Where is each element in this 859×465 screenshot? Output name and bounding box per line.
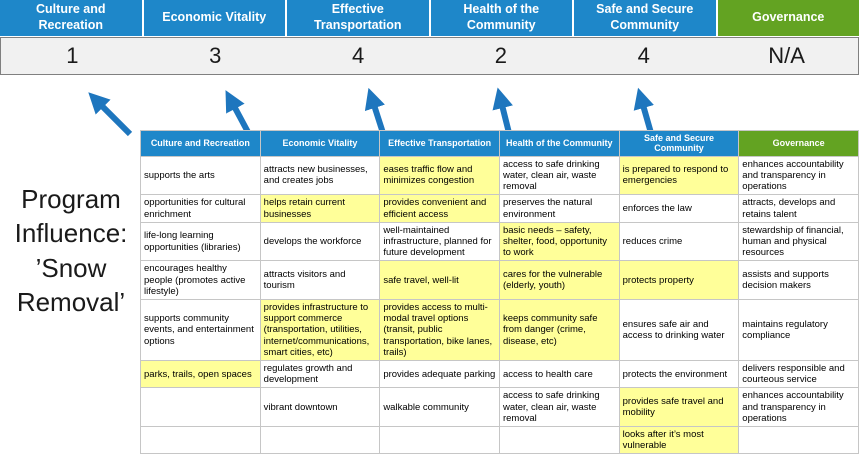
table-cell: regulates growth and development <box>259 359 381 389</box>
table-column-header: Health of the Community <box>498 130 620 157</box>
table-row: life-long learning opportunities (librar… <box>140 221 859 262</box>
table-cell: attracts new businesses, and creates job… <box>259 155 381 196</box>
table-cell: enhances accountability and transparency… <box>738 155 859 196</box>
up-arrow <box>492 87 513 134</box>
table-cell: maintains regulatory compliance <box>738 298 859 361</box>
table-cell: basic needs – safety, shelter, food, opp… <box>498 221 620 262</box>
table-cell: encourages healthy people (promotes acti… <box>140 260 261 300</box>
table-cell: safe travel, well-lit <box>379 260 500 300</box>
category-header: Effective Transportation <box>287 0 429 36</box>
table-cell: attracts, develops and retains talent <box>738 194 859 223</box>
table-cell: vibrant downtown <box>259 387 381 427</box>
table-cell: provides adequate parking <box>379 359 500 389</box>
table-cell <box>379 425 500 455</box>
table-row: supports the arts attracts new businesses… <box>140 155 859 196</box>
table-cell: is prepared to respond to emergencies <box>618 155 740 196</box>
page-title: Program Influence: ’Snow Removal’ <box>14 184 128 317</box>
table-column-header: Economic Vitality <box>259 130 381 157</box>
category-header: Safe and Secure Community <box>574 0 716 36</box>
table-cell: preserves the natural environment <box>498 194 620 223</box>
score-value: 2 <box>494 43 508 68</box>
table-column-header: Governance <box>738 130 859 157</box>
score-value: 1 <box>66 43 79 68</box>
table-cell: looks after it’s most vulnerable <box>618 425 740 455</box>
table-cell: parks, trails, open spaces <box>140 359 261 389</box>
table-cell: provides infrastructure to support comme… <box>259 298 381 361</box>
table-cell <box>140 387 261 427</box>
table-row: parks, trails, open spaces regulates grow… <box>140 359 859 389</box>
table-cell: develops the workforce <box>259 221 381 262</box>
table-cell: delivers responsible and courteous servi… <box>738 359 859 389</box>
category-header: Health of the Community <box>430 0 572 36</box>
table-cell: opportunities for cultural enrichment <box>140 194 261 223</box>
table-cell <box>140 425 261 455</box>
influence-table: Culture and Recreation Economic Vitality E… <box>140 130 859 455</box>
table-cell: enhances accountability and transparency… <box>738 387 859 427</box>
table-cell: protects the environment <box>618 359 740 389</box>
table-cell: assists and supports decision makers <box>738 260 859 300</box>
table-column-header: Culture and Recreation <box>140 130 261 157</box>
up-arrow <box>364 87 386 134</box>
table-cell: enforces the law <box>618 194 740 223</box>
table-header-row: Culture and Recreation Economic Vitality E… <box>140 130 859 157</box>
table-cell: helps retain current businesses <box>259 194 381 223</box>
category-header: Culture and Recreation <box>0 0 142 36</box>
score-value: 4 <box>351 43 365 68</box>
table-cell: supports community events, and entertain… <box>140 298 261 361</box>
table-cell: cares for the vulnerable (elderly, youth… <box>498 260 620 300</box>
table-cell: keeps community safe from danger (crime,… <box>498 298 620 361</box>
table-cell <box>498 425 620 455</box>
table-column-header: Safe and Secure Community <box>618 130 740 157</box>
up-arrow <box>88 92 133 137</box>
table-body: supports the arts attracts new businesses… <box>140 155 859 455</box>
table-cell: supports the arts <box>140 155 261 196</box>
table-cell: access to health care <box>498 359 620 389</box>
table-cell <box>738 425 859 455</box>
table-column-header: Effective Transportation <box>379 130 500 157</box>
category-header: Governance <box>717 0 859 36</box>
score-value: N/A <box>768 43 805 68</box>
table-row: vibrant downtown walkable community access… <box>140 387 859 427</box>
table-cell: provides convenient and efficient access <box>379 194 500 223</box>
table-cell: access to safe drinking water, clean air… <box>498 155 620 196</box>
table-cell: well-maintained infrastructure, planned … <box>379 221 500 262</box>
table-cell: provides access to multi-modal travel op… <box>379 298 500 361</box>
up-arrow <box>633 87 654 134</box>
table-row: encourages healthy people (promotes acti… <box>140 260 859 300</box>
score-row: 1 3 4 2 4 N/A <box>0 37 859 75</box>
table-cell: ensures safe air and access to drinking … <box>618 298 740 361</box>
category-header-row: Culture and Recreation Economic Vitality E… <box>0 0 859 36</box>
table-cell: life-long learning opportunities (librar… <box>140 221 261 262</box>
table-cell <box>259 425 381 455</box>
table-cell: protects property <box>618 260 740 300</box>
table-cell: reduces crime <box>618 221 740 262</box>
table-cell: access to safe drinking water, clean air… <box>498 387 620 427</box>
table-cell: walkable community <box>379 387 500 427</box>
table-row: looks after it’s most vulnerable <box>140 425 859 455</box>
score-value: 4 <box>637 43 650 68</box>
table-row: supports community events, and entertain… <box>140 298 859 361</box>
table-cell: attracts visitors and tourism <box>259 260 381 300</box>
score-value: 3 <box>209 43 222 68</box>
table-cell: provides safe travel and mobility <box>618 387 740 427</box>
table-cell: eases traffic flow and minimizes congest… <box>379 155 500 196</box>
table-row: opportunities for cultural enrichment hel… <box>140 194 859 223</box>
table-cell: stewardship of financial, human and phys… <box>738 221 859 262</box>
category-header: Economic Vitality <box>143 0 285 36</box>
